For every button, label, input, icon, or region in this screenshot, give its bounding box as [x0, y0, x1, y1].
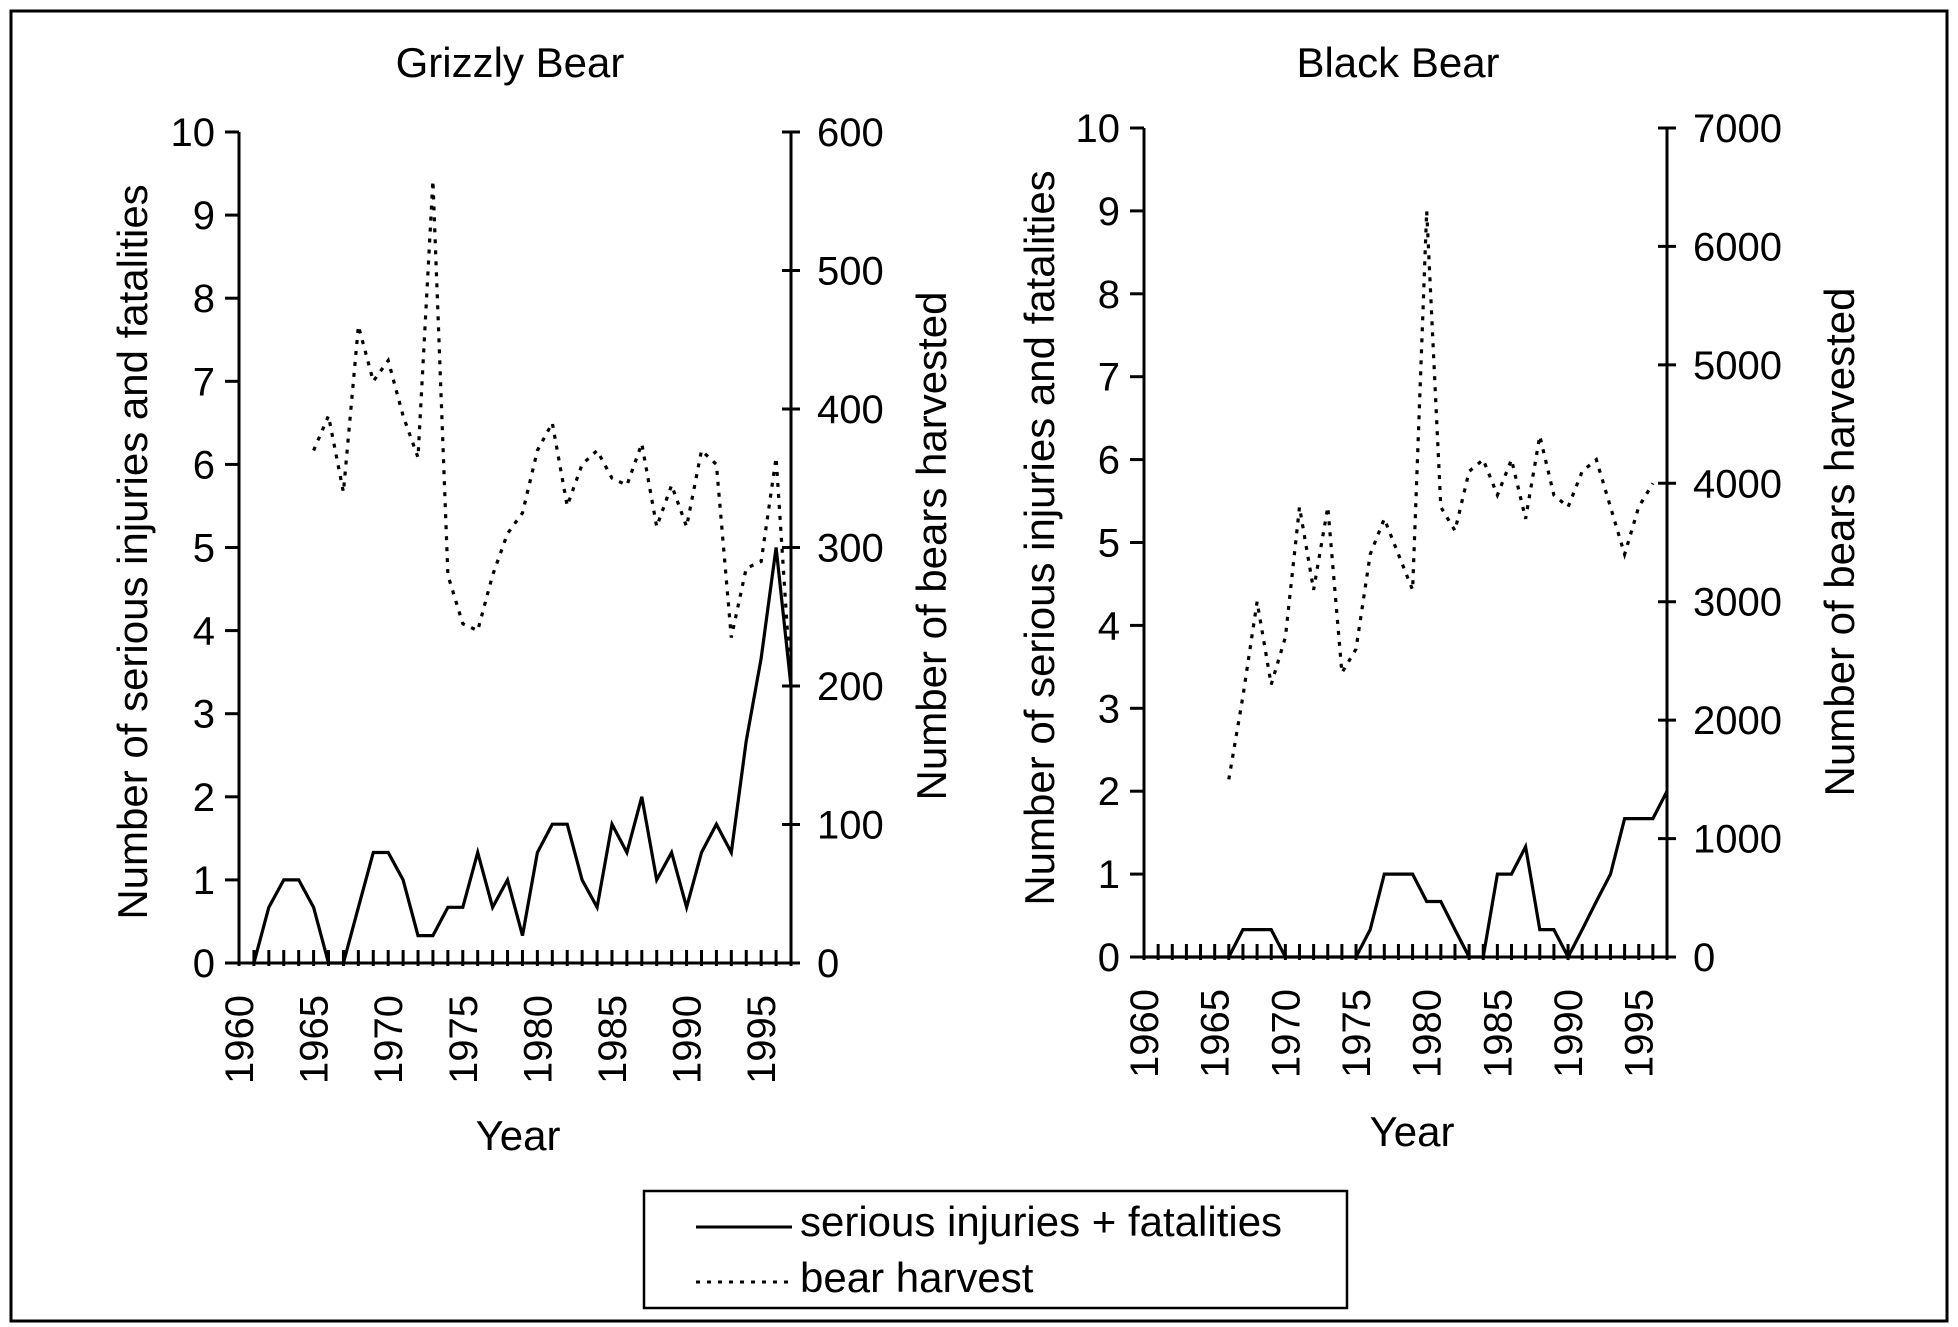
y-tick-label-left: 7	[193, 360, 215, 404]
y-tick-label-left: 9	[1098, 190, 1120, 234]
plot-area	[252, 180, 793, 965]
y-tick-label-left: 6	[193, 443, 215, 487]
chart-black-bear: Black Bear 0 1 2 3 4 5 6 7 8 9 10 0 1000 2000 3000 400…	[1016, 39, 1863, 1155]
figure-border	[9, 9, 1949, 1323]
x-tick-label: 1960	[1123, 989, 1167, 1078]
series-line-injuries-fatalities	[1144, 790, 1669, 961]
y-tick-label-left: 9	[193, 194, 215, 238]
x-tick-label: 1985	[591, 995, 635, 1084]
x-tick-label: 1960	[218, 995, 262, 1084]
y-tick-label-right: 2000	[1693, 699, 1782, 743]
right-y-axis: 0 100 200 300 400 500 600	[782, 111, 884, 986]
series-line-injuries-fatalities	[252, 547, 793, 965]
y-tick-label-left: 0	[1098, 936, 1120, 980]
chart-title: Black Bear	[1296, 39, 1499, 86]
y-tick-label-right: 400	[817, 388, 884, 432]
y-tick-label-left: 3	[1098, 687, 1120, 731]
y-tick-label-right: 7000	[1693, 107, 1782, 151]
y-tick-label-right: 3000	[1693, 581, 1782, 625]
y-tick-label-left: 0	[193, 942, 215, 986]
x-tick-label: 1980	[516, 995, 560, 1084]
x-tick-label: 1970	[367, 995, 411, 1084]
chart-grizzly: Grizzly Bear 0 1 2 3 4 5 6 7 8 9 10 0 100 200 300 400 5…	[109, 39, 955, 1159]
x-tick-label: 1990	[666, 995, 710, 1084]
y-tick-label-left: 5	[193, 527, 215, 571]
y-tick-label-right: 0	[1693, 936, 1715, 980]
x-tick-label: 1975	[1335, 989, 1379, 1078]
y-tick-label-left: 4	[193, 610, 215, 654]
right-y-axis: 0 1000 2000 3000 4000 5000 6000 7000	[1658, 107, 1782, 980]
y-tick-label-right: 200	[817, 665, 884, 709]
y-tick-label-left: 6	[1098, 439, 1120, 483]
legend-label-harvest: bear harvest	[800, 1254, 1034, 1301]
y-tick-label-left: 8	[1098, 273, 1120, 317]
y-tick-label-left: 4	[1098, 604, 1120, 648]
x-tick-label: 1995	[740, 995, 784, 1084]
y-axis-label-left: Number of serious injuries and fatalitie…	[109, 184, 156, 919]
x-tick-label: 1975	[442, 995, 486, 1084]
left-y-axis: 0 1 2 3 4 5 6 7 8 9 10	[171, 111, 241, 986]
x-tick-label: 1965	[1194, 989, 1238, 1078]
x-axis: 1960 1965 1970 1975 1980 1985 1990 1995	[1123, 944, 1669, 1078]
y-tick-label-left: 1	[1098, 853, 1120, 897]
y-axis-label-right: Number of bears harvested	[1816, 288, 1863, 797]
y-tick-label-left: 10	[171, 111, 216, 155]
x-axis-label: Year	[1370, 1108, 1455, 1155]
y-tick-label-left: 5	[1098, 522, 1120, 566]
x-tick-label: 1990	[1547, 989, 1591, 1078]
y-tick-label-left: 10	[1076, 107, 1121, 151]
y-tick-label-right: 1000	[1693, 818, 1782, 862]
legend-label-injuries: serious injuries + fatalities	[800, 1198, 1282, 1245]
x-tick-label: 1980	[1406, 989, 1450, 1078]
legend: serious injuries + fatalities bear harve…	[642, 1189, 1349, 1310]
y-tick-label-right: 0	[817, 942, 839, 986]
x-tick-label: 1985	[1476, 989, 1520, 1078]
y-tick-label-right: 5000	[1693, 344, 1782, 388]
y-tick-label-right: 500	[817, 250, 884, 294]
y-tick-label-left: 1	[193, 859, 215, 903]
y-tick-label-left: 3	[193, 693, 215, 737]
y-tick-label-right: 6000	[1693, 225, 1782, 269]
y-tick-label-right: 600	[817, 111, 884, 155]
x-tick-label: 1995	[1618, 989, 1662, 1078]
x-axis-label: Year	[476, 1112, 561, 1159]
left-y-axis: 0 1 2 3 4 5 6 7 8 9 10	[1076, 107, 1146, 980]
chart-title: Grizzly Bear	[396, 39, 625, 86]
legend-box	[642, 1189, 1349, 1310]
y-tick-label-right: 300	[817, 527, 884, 571]
y-axis-label-right: Number of bears harvested	[908, 292, 955, 801]
y-tick-label-left: 2	[193, 776, 215, 820]
x-axis: 1960 1965 1970 1975 1980 1985 1990 1995	[218, 950, 793, 1084]
plot-area	[1144, 210, 1669, 961]
y-tick-label-right: 100	[817, 804, 884, 848]
y-axis-label-left: Number of serious injuries and fatalitie…	[1016, 170, 1063, 905]
y-tick-label-left: 8	[193, 277, 215, 321]
y-tick-label-left: 7	[1098, 356, 1120, 400]
x-tick-label: 1965	[293, 995, 337, 1084]
y-tick-label-left: 2	[1098, 770, 1120, 814]
x-tick-label: 1970	[1264, 989, 1308, 1078]
y-tick-label-right: 4000	[1693, 462, 1782, 506]
